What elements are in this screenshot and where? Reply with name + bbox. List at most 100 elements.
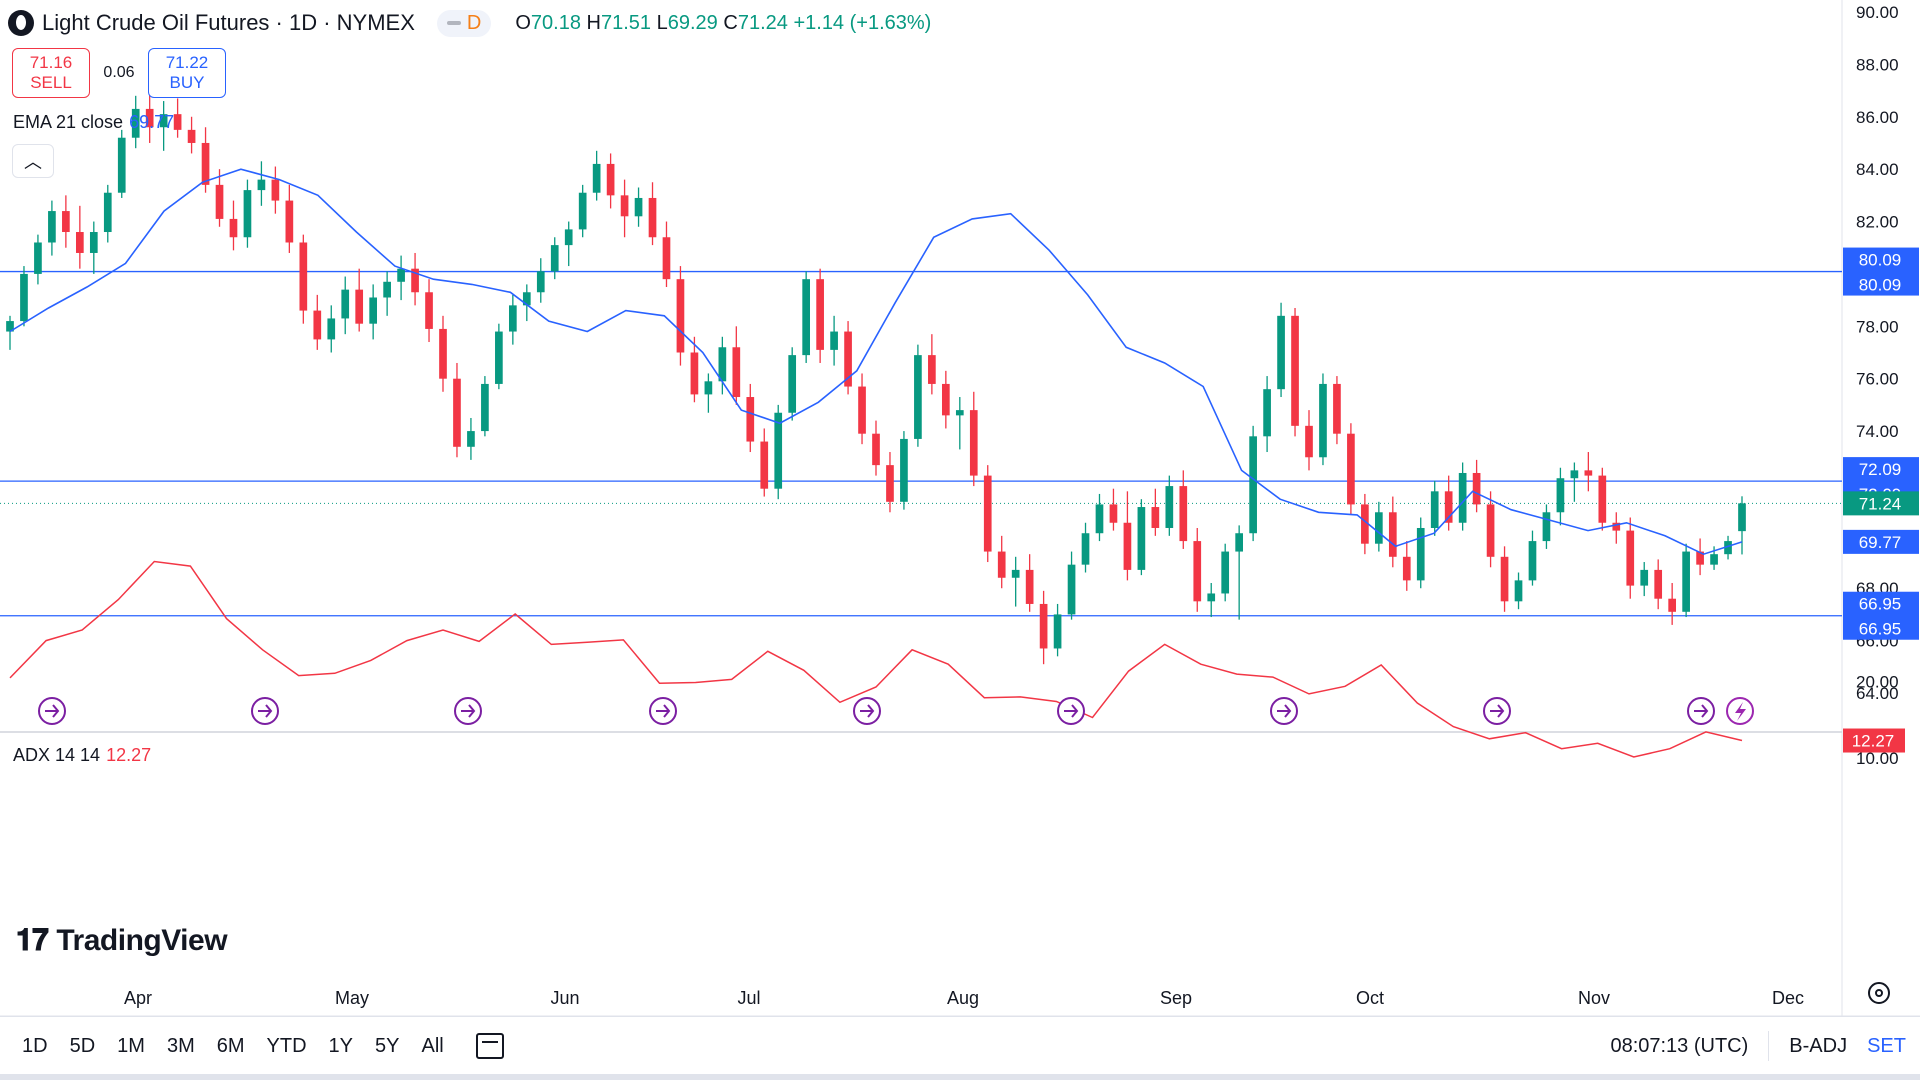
month-tick-label: Oct (1356, 988, 1384, 1008)
candle-body (1458, 472, 1467, 523)
market-status-pill[interactable]: D (436, 9, 492, 37)
candle-body (858, 386, 866, 434)
candle-body (327, 318, 336, 340)
ohlc-h-label: H (586, 11, 601, 34)
hline-badge-label: 80.09 (1859, 251, 1902, 270)
candle-body (229, 218, 238, 238)
buy-button[interactable]: 71.22 BUY (148, 48, 226, 98)
candle-body (1179, 486, 1188, 542)
calendar-icon[interactable] (475, 1033, 504, 1059)
candle-body (1430, 491, 1439, 528)
candle-body (6, 321, 14, 332)
hline-badge-label: 66.95 (1859, 595, 1902, 614)
candle-body (1542, 512, 1551, 542)
range-button-1y[interactable]: 1Y (328, 1034, 354, 1057)
candle-body (1556, 478, 1565, 513)
month-tick-label: Jun (550, 988, 579, 1008)
adx-legend[interactable]: ADX 14 14 12.27 (13, 745, 151, 766)
candle-body (1095, 504, 1104, 534)
range-button-1d[interactable]: 1D (22, 1034, 48, 1057)
candle-body (355, 289, 364, 324)
arrow-right-icon (461, 704, 476, 718)
candle-body (690, 352, 699, 395)
sell-price: 71.16 (29, 53, 73, 72)
candle-body (1011, 569, 1020, 578)
range-button-5y[interactable]: 5Y (375, 1034, 400, 1057)
range-button-6m[interactable]: 6M (216, 1034, 245, 1057)
ohlc-readout: O70.18 H71.51 L69.29 C71.24 +1.14 (+1.63… (515, 12, 931, 35)
candle-body (75, 232, 84, 253)
adx-tick-label: 20.00 (1856, 673, 1899, 692)
candle-body (1277, 315, 1285, 390)
candle-body (760, 441, 769, 489)
range-button-all[interactable]: All (421, 1034, 444, 1057)
candle-body (1388, 512, 1397, 557)
adx-label: ADX 14 14 (13, 745, 101, 765)
settings-gear-icon[interactable] (1868, 982, 1890, 1004)
oil-drop-icon (8, 10, 34, 36)
candle-body (1305, 425, 1313, 458)
ema-badge-label: 69.77 (1859, 533, 1902, 552)
candle-body (215, 184, 224, 219)
candle-body (1626, 530, 1635, 586)
collapse-legend-button[interactable]: ︿ (12, 144, 54, 178)
buy-price: 71.22 (165, 53, 209, 72)
candle-body (425, 292, 433, 329)
candle-body (48, 211, 56, 243)
lightning-icon (1735, 702, 1746, 721)
candle-body (718, 347, 727, 382)
candle-body (550, 245, 559, 272)
range-button-ytd[interactable]: YTD (266, 1034, 307, 1057)
bottom-right-controls: 08:07:13 (UTC) B-ADJ SET (1610, 1031, 1906, 1061)
arrow-right-icon (1277, 704, 1292, 718)
divider (1768, 1031, 1770, 1061)
month-tick-label: Apr (124, 988, 152, 1008)
candle-body (397, 268, 405, 282)
candle-body (481, 383, 489, 432)
price-tick-label: 64.00 (1856, 684, 1899, 703)
arrow-right-icon (258, 704, 273, 718)
hline-badge (1843, 247, 1919, 296)
range-button-1m[interactable]: 1M (117, 1034, 145, 1057)
range-button-5d[interactable]: 5D (69, 1034, 96, 1057)
candle-body (941, 383, 950, 416)
candle-body (1710, 554, 1718, 565)
candle-body (257, 179, 266, 191)
month-tick-label: Dec (1772, 988, 1804, 1008)
arrow-right-icon (1064, 704, 1079, 718)
session-toggle[interactable]: SET (1867, 1034, 1906, 1057)
price-tick-label: 88.00 (1856, 55, 1899, 74)
arrow-right-icon (1694, 704, 1709, 718)
range-button-3m[interactable]: 3M (166, 1034, 195, 1057)
candle-body (522, 292, 531, 306)
candle-body (844, 331, 852, 387)
adjustment-toggle[interactable]: B-ADJ (1789, 1034, 1848, 1057)
candle-body (285, 200, 294, 243)
month-tick-label: Jul (737, 988, 760, 1008)
symbol-title[interactable]: Light Crude Oil Futures · 1D · NYMEX (42, 10, 415, 35)
price-chart[interactable]: 90.0088.0086.0084.0082.0080.0078.0076.00… (0, 0, 1920, 1016)
candle-body (969, 410, 978, 476)
candle-body (467, 431, 475, 447)
ema-legend[interactable]: EMA 21 close 69.77 (13, 112, 174, 133)
candle-body (1500, 556, 1509, 602)
candle-body (983, 475, 992, 552)
candle-body (1249, 436, 1257, 534)
ohlc-low: 69.29 (667, 11, 718, 34)
candle-body (592, 163, 601, 193)
candle-body (955, 410, 964, 416)
price-tick-label: 76.00 (1856, 370, 1899, 389)
candle-body (606, 163, 615, 196)
window-bottom-edge (0, 1074, 1920, 1080)
candle-body (1109, 504, 1118, 523)
candle-body (1584, 470, 1593, 476)
candle-body (1039, 603, 1048, 649)
sell-button[interactable]: 71.16 SELL (12, 48, 90, 98)
candle-body (704, 381, 713, 395)
clock-time[interactable]: 08:07:13 (UTC) (1610, 1034, 1749, 1057)
ohlc-close: 71.24 (737, 11, 788, 34)
candle-body (1374, 512, 1383, 544)
candle-body (411, 268, 419, 293)
ohlc-high: 71.51 (601, 11, 652, 34)
candle-body (1416, 527, 1425, 581)
